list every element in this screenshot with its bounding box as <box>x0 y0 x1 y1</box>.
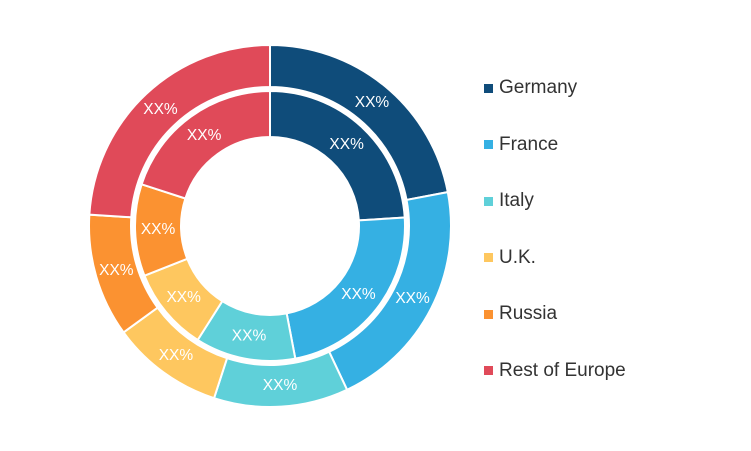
inner-ring <box>134 89 406 362</box>
legend-swatch <box>484 83 493 93</box>
legend-label: Italy <box>499 190 534 212</box>
inner-label-rest-of-europe: XX% <box>187 127 222 144</box>
legend-item-germany: Germany <box>484 74 626 102</box>
outer-label-russia: XX% <box>99 262 134 279</box>
legend-label: France <box>499 133 559 155</box>
inner-label-italy: XX% <box>232 328 267 345</box>
legend-item-italy: Italy <box>484 187 626 215</box>
inner-label-germany: XX% <box>329 136 364 153</box>
legend-swatch <box>484 309 493 319</box>
inner-slice-rest-of-europe <box>140 89 271 200</box>
outer-ring <box>88 43 452 408</box>
legend-swatch <box>484 196 493 206</box>
outer-slice-rest-of-europe <box>88 43 271 219</box>
outer-label-germany: XX% <box>355 94 390 111</box>
legend-label: Rest of Europe <box>499 359 626 381</box>
legend-item-rest-of-europe: Rest of Europe <box>484 357 626 385</box>
legend-swatch <box>484 253 493 263</box>
legend: Germany France Italy U.K. Russia Rest of Euro… <box>484 74 626 414</box>
legend-label: Germany <box>499 77 578 98</box>
legend-swatch <box>484 140 493 150</box>
legend-swatch <box>484 366 493 376</box>
legend-label: U.K. <box>499 246 536 268</box>
outer-label-u-k: XX% <box>159 347 194 364</box>
legend-item-russia: Russia <box>484 300 626 328</box>
outer-label-italy: XX% <box>263 377 298 394</box>
legend-label: Russia <box>499 303 558 325</box>
outer-label-france: XX% <box>395 290 430 307</box>
legend-item-u-k: U.K. <box>484 244 626 272</box>
inner-label-u-k: XX% <box>166 289 201 306</box>
inner-label-russia: XX% <box>141 221 176 238</box>
inner-label-france: XX% <box>341 286 376 303</box>
slice-labels: XX% XX% XX% XX% XX% XX% XX% XX% XX% XX% XX% XX% <box>99 94 430 394</box>
legend-item-france: France <box>484 131 626 159</box>
outer-label-rest-of-europe: XX% <box>143 101 178 118</box>
